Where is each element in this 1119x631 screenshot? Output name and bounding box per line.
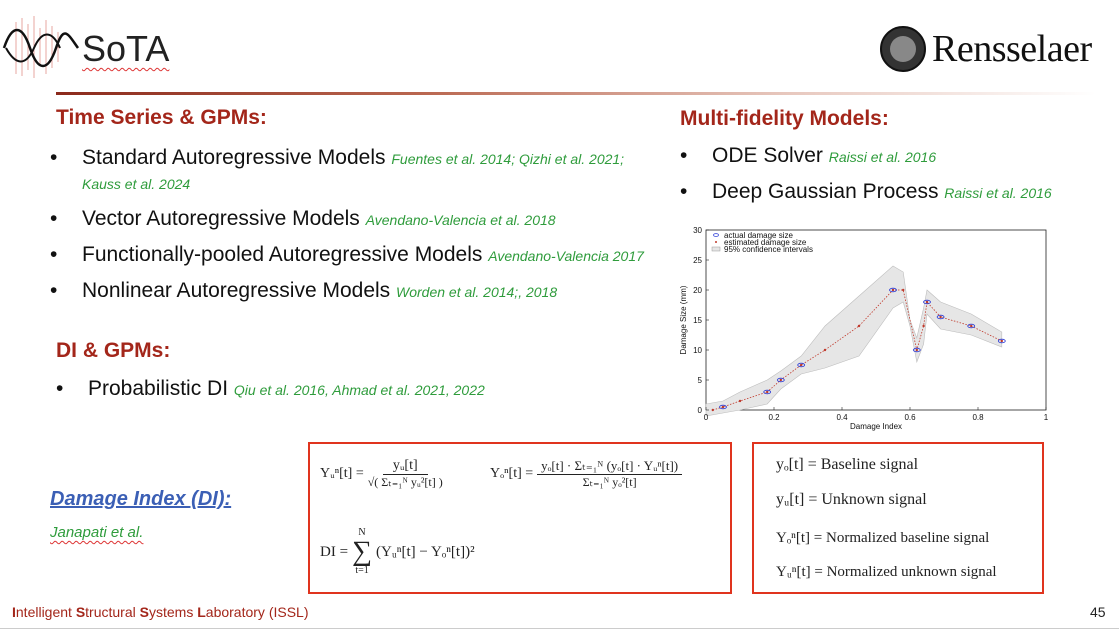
actual-point xyxy=(936,314,945,320)
def-unknown: yᵤ[t] = Unknown signal xyxy=(776,491,927,508)
list-item: • ODE Solver Raissi et al. 2016 xyxy=(680,144,937,167)
yo-formula: Yₒⁿ[t] = yₒ[t] · Σₜ₌₁ᴺ (yₒ[t] · Yᵤⁿ[t]) … xyxy=(490,458,683,490)
multi-fidelity-list: • ODE Solver Raissi et al. 2016 • Deep Gau… xyxy=(680,144,1100,216)
section-heading-multi-fidelity: Multi-fidelity Models: xyxy=(680,107,889,130)
actual-point xyxy=(719,404,727,410)
lab-name: Intelligent Structural Systems Laborator… xyxy=(12,604,309,620)
legend-label: actual damage size xyxy=(724,231,793,240)
rpi-seal-icon xyxy=(880,26,926,72)
x-tick-label: 1 xyxy=(1044,413,1049,422)
legend-label: 95% confidence intervals xyxy=(724,245,813,254)
list-item: • Standard Autoregressive Models Fuentes … xyxy=(50,146,625,192)
footer-divider xyxy=(0,628,1119,629)
estimated-point xyxy=(939,315,942,319)
definitions-box: yₒ[t] = Baseline signal yᵤ[t] = Unknown … xyxy=(752,442,1044,594)
yu-formula: Yᵤⁿ[t] = yᵤ[t] √( Σₜ₌₁ᴺ yᵤ²[t] ) xyxy=(320,458,443,489)
di-formula: DI = N ∑ t=1 (Yᵤⁿ[t] − Yₒⁿ[t])² xyxy=(320,527,475,576)
actual-point xyxy=(997,338,1006,344)
estimated-point xyxy=(823,348,827,352)
estimated-point xyxy=(738,399,742,403)
estimated-point xyxy=(711,408,714,412)
actual-point xyxy=(912,347,921,353)
estimated-point xyxy=(800,363,803,367)
x-tick-label: 0.4 xyxy=(836,413,848,422)
rensselaer-logo: Rensselaer xyxy=(880,24,1092,74)
y-tick-label: 0 xyxy=(698,406,703,415)
x-axis-label: Damage Index xyxy=(850,422,902,431)
actual-point xyxy=(776,377,785,383)
damage-index-title: Damage Index (DI): xyxy=(50,488,232,510)
legend-actual-marker xyxy=(713,233,719,237)
actual-point xyxy=(889,287,897,293)
estimated-point xyxy=(891,288,895,292)
y-tick-label: 5 xyxy=(698,376,703,385)
estimated-point xyxy=(925,300,929,304)
actual-point xyxy=(967,323,976,329)
list-item: • Deep Gaussian Process Raissi et al. 201… xyxy=(680,180,1052,203)
x-tick-label: 0.8 xyxy=(972,413,984,422)
legend-estimated-marker xyxy=(715,241,717,243)
page-title: SoTA xyxy=(82,28,170,69)
y-tick-label: 10 xyxy=(693,346,702,355)
estimated-point xyxy=(902,288,905,292)
y-tick-label: 25 xyxy=(693,256,702,265)
list-item: • Nonlinear Autoregressive Models Worden … xyxy=(50,279,558,302)
di-gpms-list: • Probabilistic DI Qiu et al. 2016, Ahmad… xyxy=(56,377,666,413)
estimated-point xyxy=(857,324,861,328)
list-item: • Vector Autoregressive Models Avendano-V… xyxy=(50,207,556,230)
actual-point xyxy=(923,299,931,305)
list-item: • Functionally-pooled Autoregressive Mode… xyxy=(50,243,644,266)
wave-icon xyxy=(2,16,80,78)
y-tick-label: 30 xyxy=(693,226,702,235)
estimated-point xyxy=(766,390,769,394)
section-heading-di-gpms: DI & GPMs: xyxy=(56,339,171,362)
header-divider xyxy=(56,92,1096,95)
legend-ci-marker xyxy=(711,246,721,252)
formula-box: Yᵤⁿ[t] = yᵤ[t] √( Σₜ₌₁ᴺ yᵤ²[t] ) Yₒⁿ[t] … xyxy=(308,442,732,594)
def-baseline: yₒ[t] = Baseline signal xyxy=(776,456,919,473)
def-normalized-baseline: Yₒⁿ[t] = Normalized baseline signal xyxy=(776,530,990,546)
y-tick-label: 20 xyxy=(693,286,702,295)
estimated-point xyxy=(922,324,925,328)
actual-point xyxy=(763,389,772,395)
estimated-point xyxy=(970,324,973,328)
actual-point xyxy=(797,362,806,368)
estimated-point xyxy=(915,348,918,352)
page-number: 45 xyxy=(1090,604,1106,620)
damage-index-author: Janapati et al. xyxy=(50,524,144,541)
def-normalized-unknown: Yᵤⁿ[t] = Normalized unknown signal xyxy=(776,564,997,580)
x-tick-label: 0 xyxy=(704,413,709,422)
estimated-line xyxy=(712,289,1002,411)
brand-wordmark: Rensselaer xyxy=(932,28,1092,70)
estimated-point xyxy=(721,405,725,409)
y-axis-label: Damage Size (mm) xyxy=(679,285,688,354)
legend-label: estimated damage size xyxy=(724,238,807,247)
estimated-point xyxy=(1000,339,1003,343)
list-item: • Probabilistic DI Qiu et al. 2016, Ahmad… xyxy=(56,377,485,400)
time-series-list: • Standard Autoregressive Models Fuentes … xyxy=(50,146,660,315)
estimated-point xyxy=(779,378,782,382)
x-tick-label: 0.2 xyxy=(768,413,780,422)
section-heading-time-series: Time Series & GPMs: xyxy=(56,106,267,129)
y-tick-label: 15 xyxy=(693,316,702,325)
x-tick-label: 0.6 xyxy=(904,413,916,422)
